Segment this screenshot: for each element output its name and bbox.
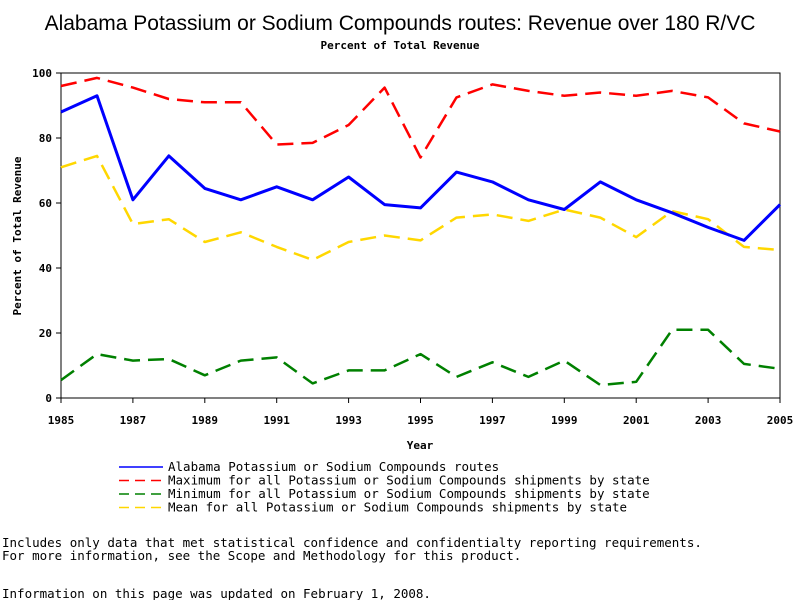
y-tick-label: 20 — [39, 327, 52, 340]
footnote-methodology: For more information, see the Scope and … — [2, 548, 521, 563]
y-tick-label: 100 — [32, 67, 52, 80]
x-tick-label: 1995 — [407, 414, 434, 427]
chart-title: Alabama Potassium or Sodium Compounds ro… — [45, 12, 756, 35]
legend-label-1: Alabama Potassium or Sodium Compounds ro… — [168, 459, 499, 474]
x-tick-label: 1987 — [120, 414, 147, 427]
x-tick-label: 1991 — [263, 414, 290, 427]
series-line-1 — [60, 94, 782, 242]
x-tick-label: 2001 — [623, 414, 650, 427]
x-tick-label: 1999 — [551, 414, 578, 427]
y-tick-label: 60 — [39, 197, 52, 210]
series-line-2 — [60, 76, 781, 159]
y-tick-label: 0 — [45, 392, 52, 405]
x-tick-label: 1989 — [192, 414, 219, 427]
y-tick-label: 80 — [39, 132, 52, 145]
legend-label-4: Mean for all Potassium or Sodium Compoun… — [168, 500, 627, 515]
series-line-4 — [60, 154, 781, 262]
y-tick-label: 40 — [39, 262, 52, 275]
axes: 1985 1987 1989 1991 1993 1995 1997 1999 2001 2003… — [32, 67, 793, 427]
legend-label-3: Minimum for all Potassium or Sodium Comp… — [168, 486, 650, 501]
footnote-confidence: Includes only data that met statistical … — [2, 535, 702, 550]
chart-subtitle: Percent of Total Revenue — [321, 39, 480, 52]
x-tick-label: 2005 — [767, 414, 794, 427]
x-tick-label: 2003 — [695, 414, 722, 427]
x-tick-label: 1997 — [479, 414, 506, 427]
footnote-updated: Information on this page was updated on … — [2, 586, 431, 600]
y-axis-label: Percent of Total Revenue — [11, 156, 24, 315]
plot-frame — [60, 72, 781, 399]
x-tick-label: 1993 — [335, 414, 362, 427]
legend: Alabama Potassium or Sodium Compounds ro… — [119, 459, 650, 515]
x-tick-label: 1985 — [48, 414, 75, 427]
legend-label-2: Maximum for all Potassium or Sodium Comp… — [168, 473, 650, 488]
series-line-3 — [60, 328, 781, 387]
series-layer — [60, 76, 782, 387]
x-axis-label: Year — [407, 439, 434, 452]
